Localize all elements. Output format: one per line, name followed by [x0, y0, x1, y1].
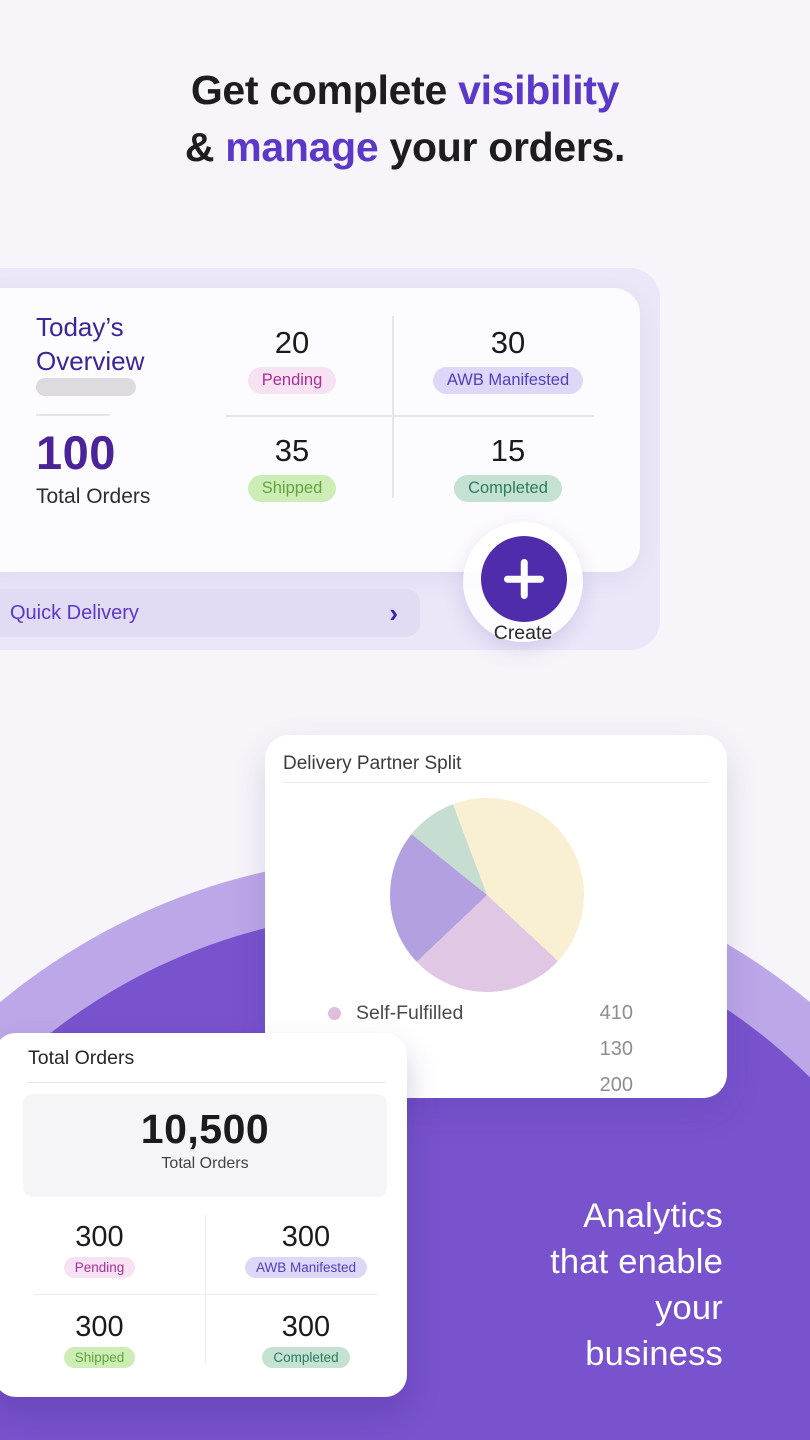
status-badge: Pending: [63, 1257, 136, 1278]
stat-awb-manifested: 30 AWB Manifested: [400, 324, 616, 394]
stat-value: 30: [490, 325, 526, 360]
chevron-right-icon: ›: [389, 598, 398, 628]
hero-text: &: [184, 124, 226, 170]
stat-shipped: 300 Shipped: [0, 1311, 205, 1368]
pie-chart: [390, 798, 584, 992]
tagline-line: that enable: [550, 1243, 723, 1281]
tagline-line: business: [585, 1335, 723, 1373]
hero-heading: Get complete visibility & manage your or…: [0, 62, 810, 176]
status-badge: Shipped: [63, 1347, 136, 1368]
overview-stats-panel: Today’s Overview 100 Total Orders 20 Pen…: [0, 288, 640, 572]
divider: [36, 414, 110, 416]
quick-delivery-label: Quick Delivery: [10, 601, 139, 624]
legend-dot: [328, 1006, 341, 1020]
hero-line-2: & manage your orders.: [0, 119, 810, 176]
hero-accent-visibility: visibility: [458, 67, 620, 113]
hero-accent-manage: manage: [225, 124, 379, 170]
divider: [392, 316, 394, 498]
tagline-line: Analytics: [583, 1197, 723, 1235]
status-badge: Completed: [454, 475, 562, 502]
legend-item-self-fulfilled: Self-Fulfilled 410: [283, 1001, 709, 1025]
total-orders-value: 10,500: [140, 1106, 270, 1152]
quick-delivery-bar[interactable]: Quick Delivery ›: [0, 589, 420, 637]
legend-label: Self-Fulfilled: [356, 1001, 464, 1024]
status-badge: Completed: [262, 1347, 350, 1368]
create-button[interactable]: [481, 536, 567, 622]
hero-text: your orders.: [378, 124, 626, 170]
legend-value: 200: [599, 1073, 633, 1096]
divider: [205, 1215, 206, 1365]
total-orders-label: Total Orders: [36, 485, 151, 508]
stat-completed: 300 Completed: [205, 1311, 407, 1368]
skeleton-bar: [36, 378, 136, 396]
stat-value: 300: [281, 1311, 331, 1343]
total-orders-label: Total Orders: [161, 1155, 249, 1172]
card-title: Total Orders: [28, 1047, 135, 1069]
tagline-line: your: [655, 1289, 723, 1327]
legend-value: 130: [599, 1037, 633, 1060]
divider: [283, 782, 709, 783]
total-orders-summary: 10,500 Total Orders: [23, 1094, 387, 1197]
stat-pending: 20 Pending: [196, 324, 388, 394]
stat-value: 300: [75, 1311, 124, 1343]
stat-pending: 300 Pending: [0, 1221, 205, 1278]
overview-title: Today’s Overview: [36, 312, 145, 376]
status-badge: Shipped: [247, 475, 337, 502]
stat-value: 20: [274, 325, 310, 360]
stat-value: 15: [490, 433, 526, 468]
stat-value: 300: [281, 1221, 331, 1253]
divider: [226, 415, 594, 417]
todays-overview-card: Today’s Overview 100 Total Orders 20 Pen…: [0, 268, 660, 650]
stat-completed: 15 Completed: [400, 432, 616, 502]
status-badge: AWB Manifested: [432, 367, 584, 394]
stat-value: 300: [75, 1221, 124, 1253]
status-badge: Pending: [247, 367, 337, 394]
divider: [28, 1082, 385, 1083]
card-title: Delivery Partner Split: [283, 753, 462, 774]
status-badge: AWB Manifested: [244, 1257, 368, 1278]
legend-value: 410: [599, 1001, 633, 1024]
stat-awb-manifested: 300 AWB Manifested: [205, 1221, 407, 1278]
total-orders-value: 100: [36, 426, 116, 479]
analytics-tagline: Analytics that enable your business: [393, 1193, 723, 1377]
stat-value: 35: [274, 433, 310, 468]
stat-shipped: 35 Shipped: [196, 432, 388, 502]
hero-line-1: Get complete visibility: [0, 62, 810, 119]
plus-icon: [520, 559, 528, 599]
create-label: Create: [493, 622, 553, 644]
hero-text: Get complete: [190, 67, 459, 113]
total-orders-card: Total Orders 10,500 Total Orders 300 Pen…: [0, 1033, 407, 1397]
